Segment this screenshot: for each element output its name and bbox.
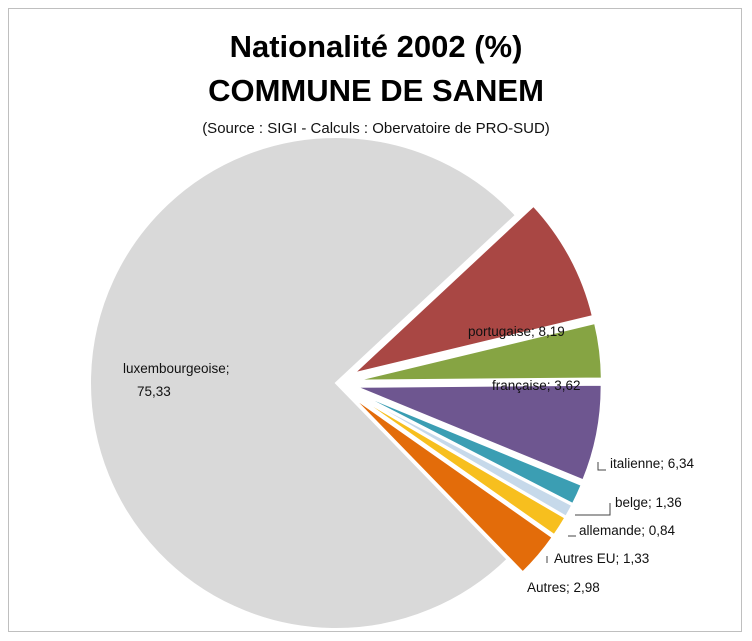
data-label-allemande: allemande; 0,84: [579, 523, 676, 538]
data-label-autres: Autres; 2,98: [527, 580, 600, 595]
data-label-luxembourgeoise-value: 75,33: [137, 384, 171, 399]
leader-lines: [546, 462, 611, 563]
leader-line-belge: [575, 503, 611, 516]
pie-slice-autres-eu: [352, 392, 567, 537]
chart-subtitle: COMMUNE DE SANEM: [208, 73, 544, 108]
data-label-belge: belge; 1,36: [615, 495, 682, 510]
pie-slice-portugaise: [350, 204, 595, 376]
pie-slice-fran-aise: [355, 321, 603, 382]
pie-slice-allemande: [353, 391, 574, 518]
pie-slice-autres: [350, 395, 554, 574]
data-label-portugaise: portugaise; 8,19: [468, 324, 565, 339]
pie-slice-luxembourgeoise: [89, 136, 518, 630]
data-label-autres-eu: Autres EU; 1,33: [554, 551, 649, 566]
data-label-italienne: italienne; 6,34: [610, 456, 695, 471]
pie-slice-belge: [353, 390, 583, 506]
chart-title: Nationalité 2002 (%): [229, 29, 523, 64]
chart-source-note: (Source : SIGI - Calculs : Obervatoire d…: [202, 120, 550, 137]
data-label-francaise: française; 3,62: [492, 378, 581, 393]
data-label-luxembourgeoise: luxembourgeoise;: [123, 361, 230, 376]
leader-line-italienne: [597, 462, 606, 471]
pie-slice-italienne: [355, 383, 603, 482]
pie-slices: [89, 136, 603, 630]
